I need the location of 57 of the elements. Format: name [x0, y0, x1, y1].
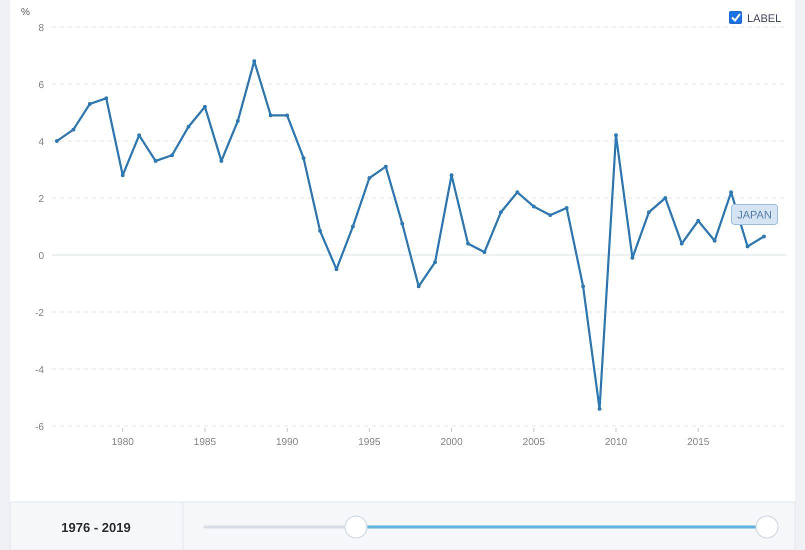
point	[88, 102, 92, 106]
point	[696, 218, 700, 223]
point	[236, 119, 240, 123]
y-axis-title: %	[21, 7, 30, 18]
point	[498, 210, 503, 214]
point	[120, 173, 125, 178]
point	[71, 128, 76, 132]
x-tick-label: 1980	[112, 437, 134, 448]
point	[450, 173, 454, 178]
point	[680, 242, 684, 246]
point	[614, 133, 618, 138]
x-tick-label: 1995	[358, 437, 381, 448]
point	[302, 156, 306, 160]
point	[367, 176, 372, 180]
point	[482, 250, 486, 254]
point	[170, 153, 174, 158]
y-tick-label: 0	[38, 251, 44, 262]
text: 1976 - 2019	[61, 520, 131, 535]
point	[186, 124, 190, 129]
point	[564, 206, 569, 210]
point	[598, 407, 602, 411]
point	[104, 96, 108, 100]
x-tick-label: 2005	[522, 437, 546, 448]
x-tick-label: 2015	[687, 437, 710, 448]
series-label: JAPAN	[737, 209, 772, 222]
point	[351, 224, 355, 228]
x-tick-label: 1990	[276, 437, 299, 448]
point	[268, 113, 273, 118]
point	[646, 210, 651, 214]
point	[433, 260, 438, 264]
point	[154, 159, 158, 163]
point	[663, 196, 668, 200]
point	[252, 59, 256, 64]
point	[400, 222, 404, 226]
point	[285, 113, 290, 118]
point	[548, 213, 552, 217]
point	[532, 204, 536, 208]
point	[515, 190, 520, 194]
x-tick-label: 2000	[440, 437, 464, 448]
point	[746, 244, 750, 248]
y-tick-label: -4	[35, 365, 44, 376]
x-tick-label: 1985	[194, 437, 216, 448]
y-tick-label: -2	[35, 308, 44, 319]
point	[466, 242, 470, 246]
point	[581, 284, 586, 288]
text: LABEL	[747, 13, 782, 25]
x-tick-label: 2010	[604, 437, 628, 448]
y-tick-label: 2	[38, 194, 44, 205]
point	[219, 159, 224, 163]
y-tick-label: 4	[38, 137, 44, 148]
point	[630, 256, 634, 260]
y-tick-label: 6	[38, 80, 44, 91]
point	[318, 228, 322, 233]
y-tick-label: 8	[38, 23, 44, 34]
y-tick-label: -6	[35, 422, 44, 433]
point	[762, 234, 766, 238]
point	[55, 139, 59, 143]
